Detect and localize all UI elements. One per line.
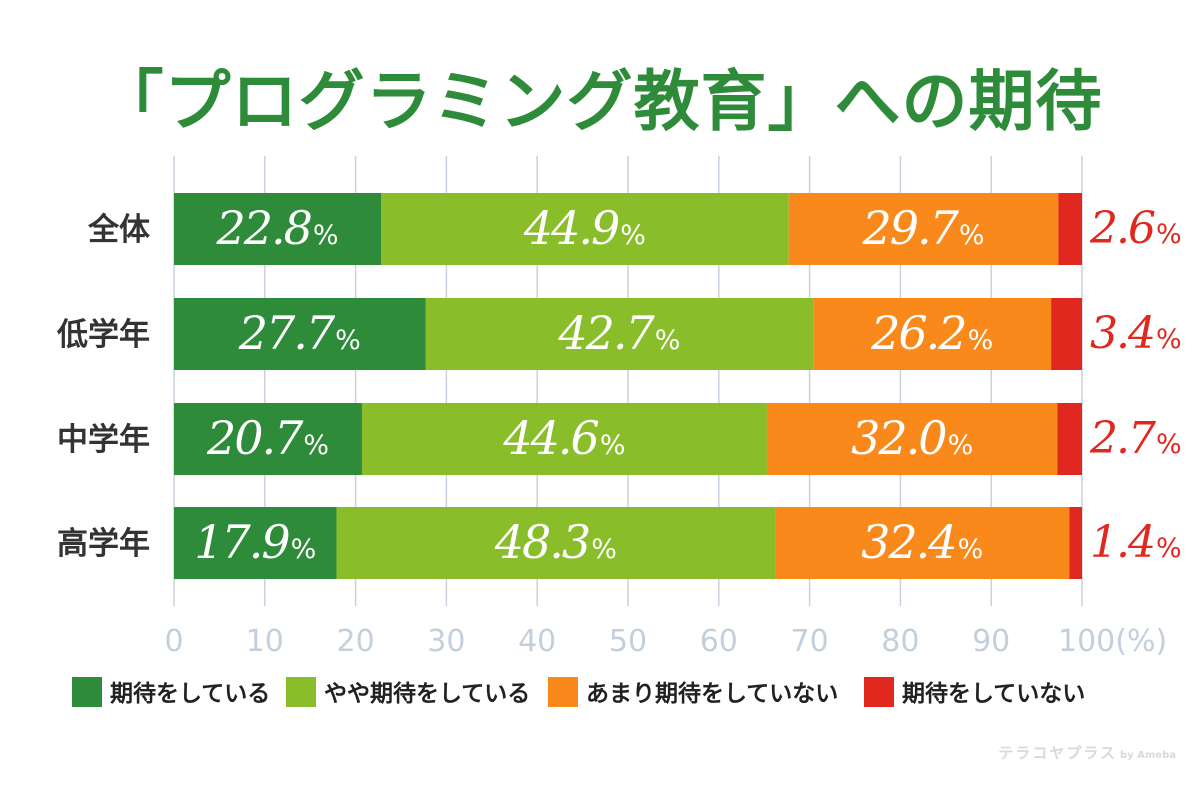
bar-segment-1-3	[1051, 298, 1082, 370]
x-tick-label-50: 50	[609, 624, 647, 659]
data-label-1-3: 3.4%	[1090, 308, 1182, 359]
bar-segment-3-3	[1069, 507, 1082, 579]
bar-segment-0-1	[381, 193, 789, 265]
x-tick-label-20: 20	[337, 624, 375, 659]
x-tick-label-70: 70	[791, 624, 829, 659]
category-label-3: 高学年	[57, 526, 150, 562]
data-label-0-0: 22.8%	[215, 201, 338, 255]
bar-segment-2-2	[766, 403, 1058, 475]
legend-label-1: やや期待をしている	[324, 680, 530, 707]
watermark-by: by Ameba	[1119, 750, 1176, 761]
bars: 22.8% 44.9% 29.7% 2.6%27.7% 42.7% 26.2% 3.4%20…	[174, 193, 1182, 579]
bar-segment-0-2	[788, 193, 1059, 265]
watermark-text: テラコヤプラス	[998, 744, 1117, 762]
legend-label-2: あまり期待をしていない	[586, 680, 838, 707]
x-tick-label-40: 40	[518, 624, 556, 659]
x-tick-label-0: 0	[164, 624, 183, 659]
legend-swatch-3	[864, 677, 894, 707]
x-axis-tick-labels: 0 10 20 30 40 50 60 70 80 90 100(%)	[164, 624, 1167, 659]
x-axis-unit: (%)	[1115, 624, 1167, 659]
bar-segment-2-1	[361, 403, 767, 475]
legend: 期待をしている やや期待をしている あまり期待をしていない 期待をしていない	[72, 677, 1085, 707]
data-label-0-1: 44.9%	[523, 201, 646, 255]
x-tick-label-90: 90	[972, 624, 1010, 659]
legend-swatch-2	[548, 677, 578, 707]
legend-label-0: 期待をしている	[110, 680, 270, 707]
bar-segment-3-2	[775, 507, 1070, 579]
bar-segment-3-0	[174, 507, 337, 579]
legend-label-3: 期待をしていない	[902, 680, 1085, 707]
x-tick-label-80: 80	[881, 624, 919, 659]
x-tick-label-10: 10	[246, 624, 284, 659]
legend-swatch-1	[286, 677, 316, 707]
bar-segment-1-0	[174, 298, 426, 370]
category-label-1: 低学年	[56, 317, 150, 353]
legend-swatch-0	[72, 677, 102, 707]
bar-segment-0-3	[1058, 193, 1082, 265]
x-tick-label-60: 60	[700, 624, 738, 659]
data-label-2-3: 2.7%	[1089, 413, 1182, 464]
bar-segment-1-2	[813, 298, 1052, 370]
bar-segment-0-0	[174, 193, 382, 265]
data-label-1-1: 42.7%	[557, 306, 680, 360]
category-label-0: 全体	[87, 212, 150, 248]
category-label-2: 中学年	[57, 422, 150, 458]
x-tick-label-30: 30	[427, 624, 465, 659]
chart-title: 「プログラミング教育」への期待	[97, 63, 1103, 140]
bar-segment-3-1	[336, 507, 776, 579]
x-tick-label-100: 100(%)	[1058, 624, 1167, 659]
data-label-0-3: 2.6%	[1089, 203, 1182, 254]
watermark-logo: テラコヤプラス by Ameba	[998, 742, 1176, 763]
bar-segment-1-1	[425, 298, 814, 370]
bar-segment-2-0	[174, 403, 362, 475]
bar-segment-2-3	[1057, 403, 1082, 475]
data-label-3-3: 1.4%	[1090, 517, 1182, 568]
